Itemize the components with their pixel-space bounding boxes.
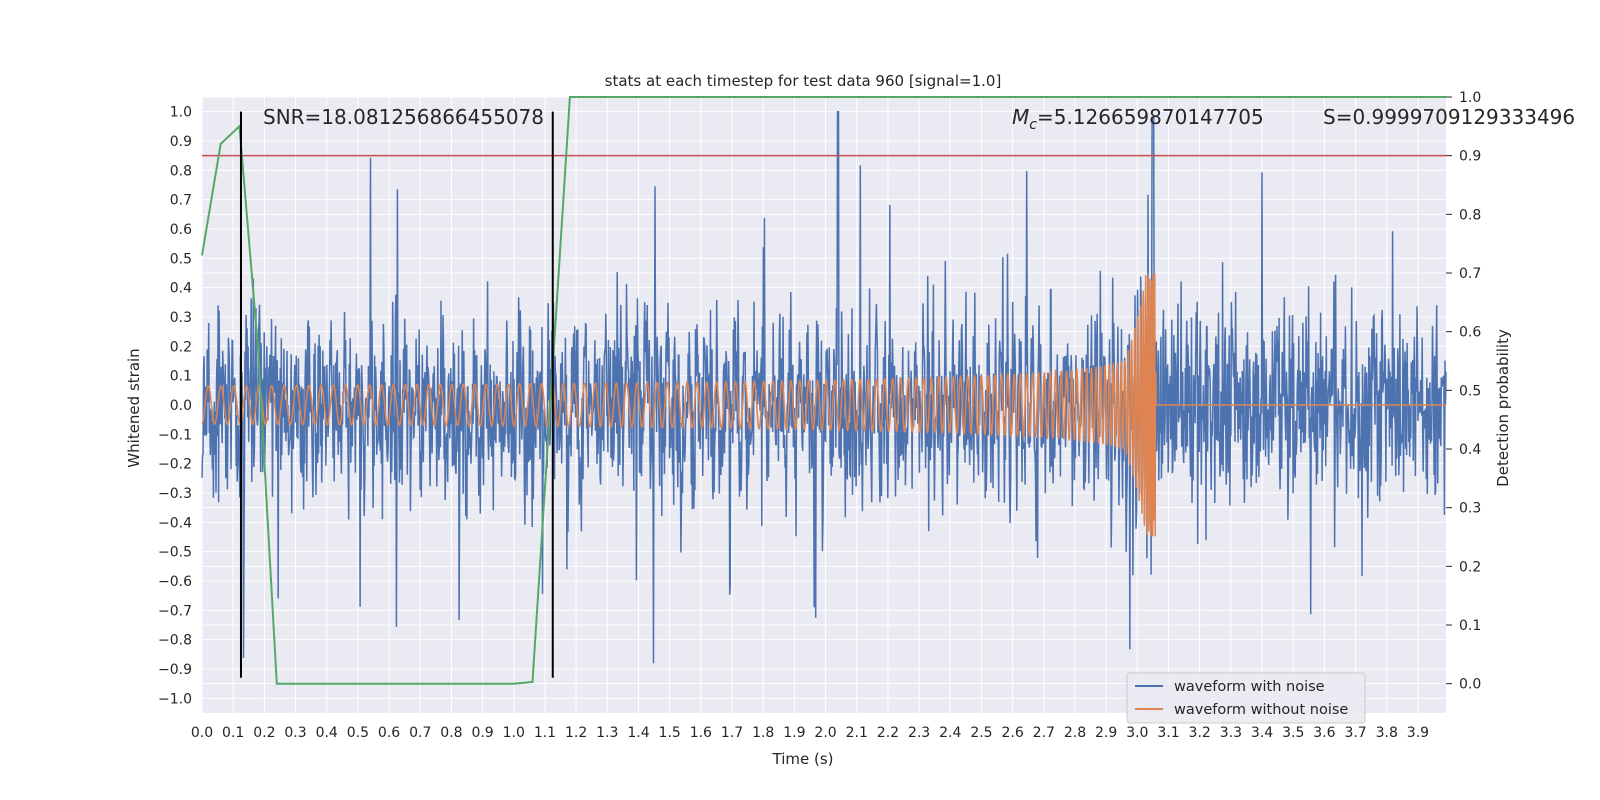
y-tick-label: 0.3 bbox=[170, 310, 192, 326]
y-tick-label: 0.1 bbox=[170, 369, 192, 385]
x-tick-label: 3.6 bbox=[1313, 725, 1335, 741]
y-tick-label: −0.9 bbox=[158, 662, 192, 678]
x-tick-label: 2.7 bbox=[1033, 725, 1055, 741]
x-tick-label: 1.0 bbox=[503, 725, 525, 741]
y-grid bbox=[202, 111, 1446, 699]
x-tick-label: 0.8 bbox=[440, 725, 462, 741]
mc-symbol: M bbox=[1012, 105, 1029, 129]
x-tick-label: 2.1 bbox=[846, 725, 868, 741]
y-tick-label: 0.6 bbox=[170, 222, 192, 238]
y-right-tick-label: 0.8 bbox=[1459, 207, 1481, 223]
x-tick-label: 1.5 bbox=[659, 725, 681, 741]
x-tick-label: 0.6 bbox=[378, 725, 400, 741]
y-right-tick-label: 0.6 bbox=[1459, 325, 1481, 341]
y-tick-label: −0.4 bbox=[158, 515, 192, 531]
x-tick-label: 1.9 bbox=[783, 725, 805, 741]
y-right-tick-label: 0.7 bbox=[1459, 266, 1481, 282]
x-axis-ticks: 0.0 0.1 0.2 0.3 0.4 0.5 0.6 0.7 0.8 0.9 1.0 1.1 1.2 1… bbox=[191, 725, 1429, 741]
mc-subscript: c bbox=[1029, 117, 1037, 133]
y-tick-label: 0.0 bbox=[170, 398, 192, 414]
y-tick-label: 0.9 bbox=[170, 134, 192, 150]
x-tick-label: 3.8 bbox=[1376, 725, 1398, 741]
x-tick-label: 3.7 bbox=[1344, 725, 1366, 741]
y-tick-label: 0.7 bbox=[170, 193, 192, 209]
y-right-axis-ticks: 1.0 0.9 0.8 0.7 0.6 0.5 0.4 0.3 0.2 0.1 0.0 bbox=[1446, 90, 1481, 693]
y-tick-label: −0.1 bbox=[158, 427, 192, 443]
y-tick-label: 0.8 bbox=[170, 163, 192, 179]
x-tick-label: 3.4 bbox=[1251, 725, 1273, 741]
x-tick-label: 1.8 bbox=[752, 725, 774, 741]
series-waveform-without-noise bbox=[201, 272, 1446, 537]
plot-area bbox=[201, 96, 1447, 685]
legend-label-clean: waveform without noise bbox=[1174, 702, 1348, 718]
x-tick-label: 3.3 bbox=[1220, 725, 1242, 741]
series-waveform-with-noise bbox=[201, 110, 1447, 664]
vertical-markers bbox=[239, 111, 554, 678]
x-tick-label: 1.4 bbox=[627, 725, 649, 741]
y-tick-label: −0.5 bbox=[158, 545, 192, 561]
y-right-tick-label: 1.0 bbox=[1459, 90, 1481, 106]
x-tick-label: 2.9 bbox=[1095, 725, 1117, 741]
x-tick-label: 0.2 bbox=[253, 725, 275, 741]
x-tick-label: 3.1 bbox=[1157, 725, 1179, 741]
y-tick-label: −0.7 bbox=[158, 603, 192, 619]
legend-box bbox=[1126, 672, 1366, 724]
x-tick-label: 1.2 bbox=[565, 725, 587, 741]
legend-label-noise: waveform with noise bbox=[1174, 679, 1325, 695]
y-tick-label: 1.0 bbox=[170, 105, 192, 121]
chart-title: stats at each timestep for test data 960… bbox=[605, 72, 1002, 90]
x-tick-label: 2.0 bbox=[814, 725, 836, 741]
y-right-tick-label: 0.9 bbox=[1459, 149, 1481, 165]
y-tick-label: −0.6 bbox=[158, 574, 192, 590]
y-axis-ticks: 1.0 0.9 0.8 0.7 0.6 0.5 0.4 0.3 0.2 0.1 0.0 −0.1 −0.… bbox=[158, 105, 192, 708]
y-tick-label: 0.2 bbox=[170, 339, 192, 355]
x-tick-label: 2.4 bbox=[939, 725, 961, 741]
x-tick-label: 2.6 bbox=[1001, 725, 1023, 741]
s-annotation: S=0.9999709129333496 bbox=[1323, 105, 1575, 129]
x-tick-label: 0.9 bbox=[471, 725, 493, 741]
y-tick-label: 0.4 bbox=[170, 281, 192, 297]
x-tick-label: 2.3 bbox=[908, 725, 930, 741]
x-tick-label: 1.7 bbox=[721, 725, 743, 741]
x-tick-label: 2.8 bbox=[1064, 725, 1086, 741]
x-axis-label: Time (s) bbox=[772, 750, 834, 768]
x-tick-label: 2.2 bbox=[877, 725, 899, 741]
x-tick-label: 3.2 bbox=[1189, 725, 1211, 741]
x-tick-label: 0.0 bbox=[191, 725, 213, 741]
mc-value: =5.126659870147705 bbox=[1037, 105, 1264, 129]
y-tick-label: −0.8 bbox=[158, 633, 192, 649]
x-tick-label: 0.3 bbox=[284, 725, 306, 741]
x-tick-label: 0.1 bbox=[222, 725, 244, 741]
x-tick-label: 1.1 bbox=[534, 725, 556, 741]
x-tick-label: 0.4 bbox=[316, 725, 338, 741]
x-tick-label: 3.9 bbox=[1407, 725, 1429, 741]
y-right-tick-label: 0.0 bbox=[1459, 677, 1481, 693]
x-tick-label: 1.6 bbox=[690, 725, 712, 741]
y-right-tick-label: 0.5 bbox=[1459, 383, 1481, 399]
series-detection-probability bbox=[201, 96, 1446, 685]
x-tick-label: 0.7 bbox=[409, 725, 431, 741]
y-tick-label: −0.3 bbox=[158, 486, 192, 502]
x-tick-label: 2.5 bbox=[970, 725, 992, 741]
x-tick-label: 1.3 bbox=[596, 725, 618, 741]
chirp-mass-annotation: Mc=5.126659870147705 bbox=[1012, 105, 1264, 133]
x-tick-label: 3.0 bbox=[1126, 725, 1148, 741]
y-right-tick-label: 0.1 bbox=[1459, 618, 1481, 634]
y-right-tick-label: 0.4 bbox=[1459, 442, 1481, 458]
x-tick-label: 0.5 bbox=[347, 725, 369, 741]
y-right-axis-label: Detection probability bbox=[1494, 329, 1512, 487]
y-right-tick-label: 0.3 bbox=[1459, 501, 1481, 517]
y-tick-label: −1.0 bbox=[158, 691, 192, 707]
legend: waveform with noise waveform without noi… bbox=[1126, 672, 1366, 724]
y-tick-label: 0.5 bbox=[170, 251, 192, 267]
snr-annotation: SNR=18.081256866455078 bbox=[263, 105, 544, 129]
y-axis-label: Whitened strain bbox=[125, 348, 143, 467]
x-tick-label: 3.5 bbox=[1282, 725, 1304, 741]
y-right-tick-label: 0.2 bbox=[1459, 559, 1481, 575]
y-tick-label: −0.2 bbox=[158, 457, 192, 473]
